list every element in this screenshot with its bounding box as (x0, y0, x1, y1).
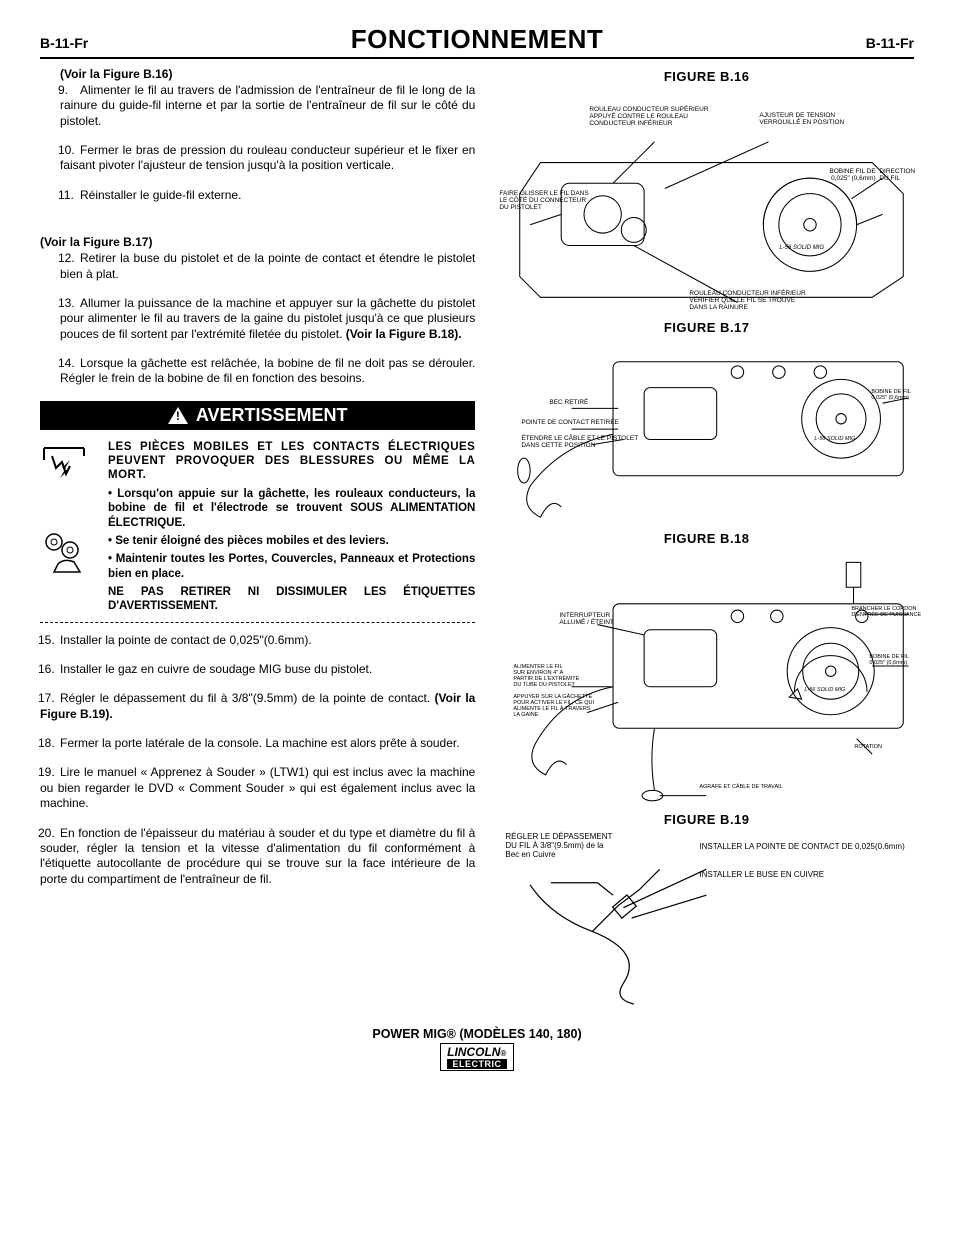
warning-banner: AVERTISSEMENT (40, 401, 475, 430)
figure-b18-title: FIGURE B.18 (499, 531, 914, 546)
fig-b17-label-l3: ÉTENDRE LE CÂBLE ET LE PISTOLET DANS CET… (521, 435, 638, 449)
warning-lead: LES PIÈCES MOBILES ET LES CONTACTS ÉLECT… (108, 440, 475, 483)
fig-b16-label-mid1: BOBINE FIL DE 0,025" (0,6mm) (829, 168, 875, 182)
fig-b16-label-curve: L-56 SOLID MIG (779, 245, 824, 252)
page-footer: POWER MIG® (MODÈLES 140, 180) LINCOLN® E… (40, 1027, 914, 1071)
step-14: 14.Lorsque la gâchette est relâchée, la … (60, 356, 475, 387)
figure-b19-title: FIGURE B.19 (499, 812, 914, 827)
warning-bullets: Lorsqu'on appuie sur la gâchette, les ro… (108, 487, 475, 581)
fig-b16-label-top1: ROULEAU CONDUCTEUR SUPÉRIEUR APPUYÉ CONT… (589, 106, 708, 127)
fig-b19-label-r2: INSTALLER LE BUSE EN CUIVRE (699, 871, 824, 880)
right-column: FIGURE B.16 ROULEAU CONDUCTEUR SUPÉRIEUR… (499, 63, 914, 1013)
fig-b16-label-left: FAIRE GLISSER LE FIL DANS LE CÔTÉ DU CON… (499, 190, 588, 211)
fig-b19-label-l1: RÉGLER LE DÉPASSEMENT DU FIL À 3/8"(9.5m… (505, 833, 612, 859)
figure-b16: ROULEAU CONDUCTEUR SUPÉRIEUR APPUYÉ CONT… (499, 90, 914, 310)
warning-tail: NE PAS RETIRER NI DISSIMULER LES ÉTIQUET… (108, 585, 475, 614)
warning-icons (40, 440, 96, 616)
figure-b16-title: FIGURE B.16 (499, 69, 914, 84)
footer-brand-top: LINCOLN (447, 1045, 500, 1059)
figure-b17-title: FIGURE B.17 (499, 320, 914, 335)
warning-text: LES PIÈCES MOBILES ET LES CONTACTS ÉLECT… (108, 440, 475, 616)
step-19: 19.Lire le manuel « Apprenez à Souder » … (40, 765, 475, 811)
figure-b17: BEC RETIRÉ POINTE DE CONTACT RETIRÉE ÉTE… (499, 341, 914, 521)
step-12: 12.Retirer la buse du pistolet et de la … (60, 251, 475, 282)
header-left: B-11-Fr (40, 35, 88, 51)
header-right: B-11-Fr (866, 35, 914, 51)
step-20: 20.En fonction de l'épaisseur du matéria… (40, 826, 475, 887)
left-column: (Voir la Figure B.16) 9.Alimenter le fil… (40, 63, 475, 1013)
section2-list: 12.Retirer la buse du pistolet et de la … (40, 251, 475, 387)
section3-list: 15.Installer la pointe de contact de 0,0… (40, 633, 475, 887)
warning-body: LES PIÈCES MOBILES ET LES CONTACTS ÉLECT… (40, 440, 475, 616)
fig-b18-label-curve: L-56 SOLID MIG (804, 687, 845, 693)
footer-brand-bot: ELECTRIC (447, 1059, 507, 1069)
fig-b17-label-l1: BEC RETIRÉ (549, 399, 588, 406)
gears-hand-icon (40, 528, 88, 576)
warning-bullet-3: Maintenir toutes les Portes, Couvercles,… (108, 552, 475, 581)
fig-b18-label-l1: INTERRUPTEUR ALLUMÉ / ÉTEINT (559, 612, 614, 626)
figure-b18: INTERRUPTEUR ALLUMÉ / ÉTEINT ALIMENTER L… (499, 552, 914, 802)
fig-b17-label-r1: BOBINE DE FIL 0,025" (0,6mm) (871, 389, 910, 401)
fig-b18-label-r1: BRANCHER LE CORDON D'ENTRÉE DE PUISSANCE (851, 606, 921, 618)
warning-title: AVERTISSEMENT (196, 405, 348, 426)
step-17: 17.Régler le dépassement du fil à 3/8"(9… (40, 691, 475, 722)
fig-b16-label-bottom: ROULEAU CONDUCTEUR INFÉRIEUR VÉRIFIER QU… (689, 290, 805, 311)
step-13: 13.Allumer la puissance de la machine et… (60, 296, 475, 342)
step-18: 18.Fermer la porte latérale de la consol… (40, 736, 475, 751)
warning-bullet-2: Se tenir éloigné des pièces mobiles et d… (108, 534, 475, 548)
fig-b18-label-b2: AGRAFE ET CÂBLE DE TRAVAIL (699, 784, 782, 790)
warning-bullet-1: Lorsqu'on appuie sur la gâchette, les ro… (108, 487, 475, 530)
fig-b18-label-l2: ALIMENTER LE FIL SUR ENVIRON 4" À PARTIR… (513, 664, 579, 688)
fig-b18-label-b1: ROTATION (854, 744, 882, 750)
section1-ref: (Voir la Figure B.16) (60, 67, 475, 81)
fig-b17-label-curve: L-56 SOLID MIG (814, 436, 855, 442)
warning-triangle-icon (168, 407, 188, 424)
figure-b19: RÉGLER LE DÉPASSEMENT DU FIL À 3/8"(9.5m… (499, 833, 914, 1003)
fig-b18-label-l3: APPUYER SUR LA GÂCHETTE POUR ACTIVER LE … (513, 694, 594, 718)
section2-ref: (Voir la Figure B.17) (40, 235, 475, 249)
shock-hand-icon (40, 440, 88, 488)
step-11: 11.Réinstaller le guide-fil externe. (60, 188, 475, 203)
figure-b19-diagram (499, 833, 914, 1009)
fig-b18-label-r2: BOBINE DE FIL 0,025" (0,6mm) (869, 654, 908, 666)
fig-b17-label-l2: POINTE DE CONTACT RETIRÉE (521, 419, 619, 426)
fig-b16-label-top2: AJUSTEUR DE TENSION VERROUILLÉ EN POSITI… (759, 112, 844, 126)
fig-b16-label-mid2: DIRECTION DU FIL (879, 168, 915, 182)
page-header: B-11-Fr FONCTIONNEMENT B-11-Fr (40, 24, 914, 59)
step-10: 10.Fermer le bras de pression du rouleau… (60, 143, 475, 174)
step-16: 16.Installer le gaz en cuivre de soudage… (40, 662, 475, 677)
section1-list: 9.Alimenter le fil au travers de l'admis… (40, 83, 475, 203)
header-title: FONCTIONNEMENT (351, 24, 604, 55)
fig-b19-label-r1: INSTALLER LA POINTE DE CONTACT DE 0,025(… (699, 843, 904, 852)
footer-brand-logo: LINCOLN® ELECTRIC (440, 1043, 514, 1071)
footer-model: POWER MIG® (MODÈLES 140, 180) (40, 1027, 914, 1041)
step-15: 15.Installer la pointe de contact de 0,0… (40, 633, 475, 648)
dashed-separator (40, 622, 475, 623)
step-9: 9.Alimenter le fil au travers de l'admis… (60, 83, 475, 129)
